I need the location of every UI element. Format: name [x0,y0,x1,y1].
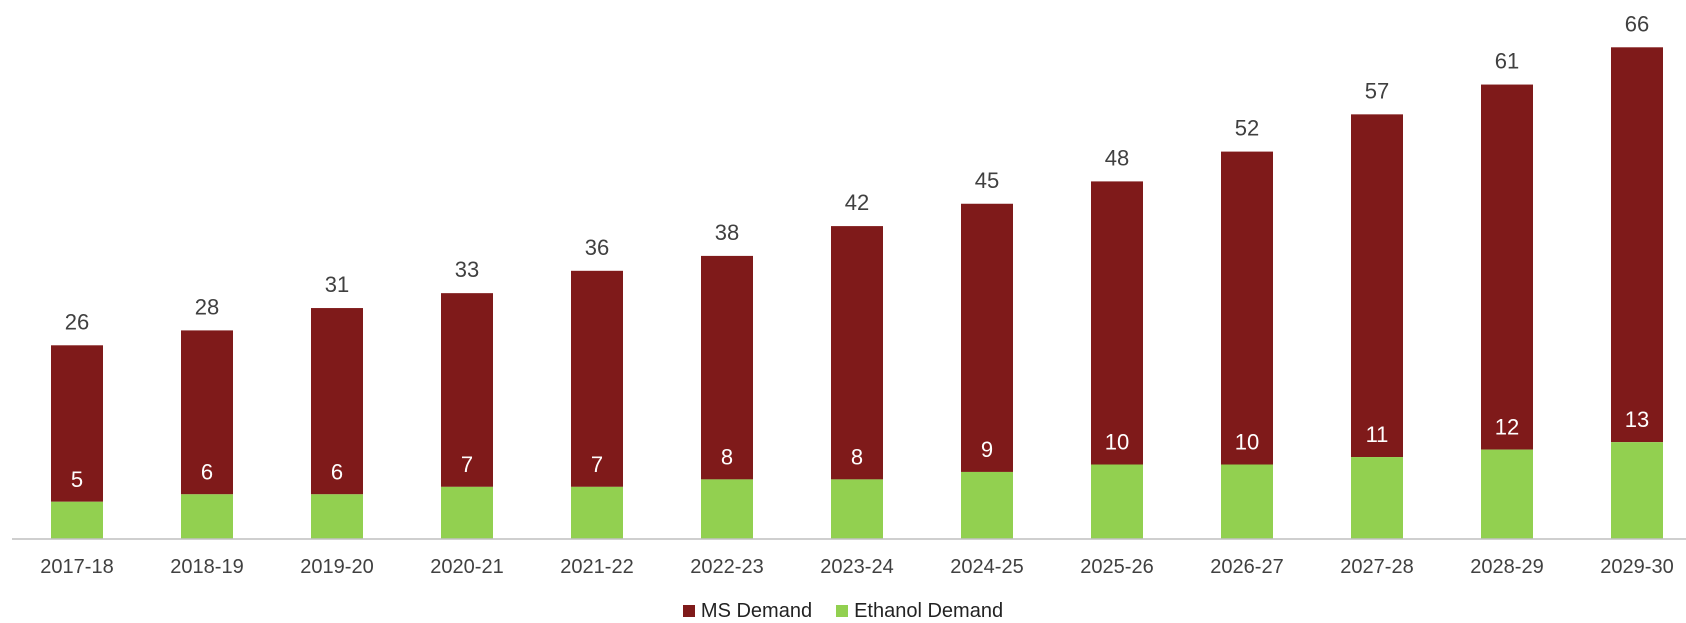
bar-ethanol-demand [441,486,493,539]
data-label-ethanol: 8 [851,444,863,469]
bar-ms-demand [1351,114,1403,458]
bar-ethanol-demand [1351,457,1403,539]
legend: MS Demand Ethanol Demand [0,600,1686,622]
data-label-ethanol: 7 [461,452,473,477]
data-label-ethanol: 8 [721,444,733,469]
bar-ethanol-demand [701,479,753,539]
bar-ms-demand [831,226,883,480]
data-label-ethanol: 9 [981,437,993,462]
bar-ethanol-demand [1611,442,1663,539]
x-tick-label: 2019-20 [300,556,373,578]
data-label-ms: 48 [1105,145,1129,170]
data-label-ethanol: 11 [1366,422,1389,447]
x-tick-label: 2028-29 [1470,556,1543,578]
data-label-ethanol: 6 [331,459,343,484]
data-label-ms: 28 [195,294,219,319]
bar-ethanol-demand [1481,449,1533,539]
bar-ms-demand [51,345,103,502]
data-label-ms: 36 [585,235,609,260]
data-label-ms: 31 [325,272,349,297]
x-tick-label: 2020-21 [430,556,503,578]
x-tick-label: 2021-22 [560,556,633,578]
legend-swatch-ethanol [836,605,849,617]
x-tick-label: 2017-18 [40,556,113,578]
data-label-ms: 52 [1235,116,1259,141]
x-tick-label: 2027-28 [1340,556,1413,578]
legend-label-ethanol: Ethanol Demand [854,599,1004,622]
data-label-ethanol: 13 [1625,407,1649,432]
data-label-ms: 45 [975,168,999,193]
bar-ms-demand [1481,84,1533,450]
bar-ms-demand [1221,151,1273,465]
bar-ethanol-demand [571,486,623,539]
bar-ms-demand [181,330,233,495]
data-label-ms: 38 [715,220,739,245]
bar-ms-demand [441,293,493,487]
bar-ethanol-demand [961,471,1013,539]
bar-ethanol-demand [1221,464,1273,539]
bar-ethanol-demand [1091,464,1143,539]
x-tick-label: 2025-26 [1080,556,1153,578]
data-label-ethanol: 5 [71,467,83,492]
data-label-ethanol: 6 [201,459,213,484]
x-tick-label: 2023-24 [820,556,893,578]
bar-ethanol-demand [51,501,103,539]
bar-ms-demand [701,255,753,480]
bar-ethanol-demand [831,479,883,539]
x-tick-label: 2018-19 [170,556,243,578]
bar-ms-demand [1611,47,1663,443]
x-tick-label: 2026-27 [1210,556,1283,578]
x-tick-label: 2029-30 [1600,556,1673,578]
data-label-ethanol: 12 [1495,415,1519,440]
data-label-ms: 57 [1365,78,1389,103]
bar-ms-demand [1091,181,1143,465]
data-label-ethanol: 10 [1235,430,1259,455]
bar-ms-demand [311,308,363,495]
bar-ms-demand [571,270,623,487]
x-tick-label: 2022-23 [690,556,763,578]
legend-item-ms: MS Demand [682,599,813,622]
data-label-ethanol: 7 [591,452,603,477]
bar-ms-demand [961,203,1013,472]
bar-ethanol-demand [181,494,233,539]
data-label-ms: 33 [455,257,479,282]
legend-swatch-ms [682,605,695,617]
data-label-ms: 26 [65,309,89,334]
x-tick-label: 2024-25 [950,556,1023,578]
legend-label-ms: MS Demand [700,599,813,622]
data-label-ms: 61 [1495,49,1519,74]
data-label-ms: 66 [1625,11,1649,36]
data-label-ethanol: 10 [1105,430,1129,455]
legend-item-ethanol: Ethanol Demand [836,600,1003,622]
bar-ethanol-demand [311,494,363,539]
data-label-ms: 42 [845,190,869,215]
